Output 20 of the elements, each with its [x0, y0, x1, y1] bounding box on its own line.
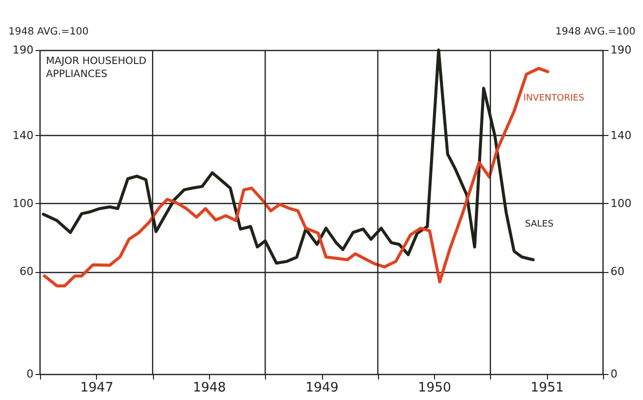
y2-axis-title: 1948 AVG.=100	[555, 26, 636, 38]
x-tick-label: 1948	[192, 380, 226, 396]
y2-tick-label: 190	[610, 44, 632, 56]
x-tick-label: 1951	[530, 380, 564, 396]
text: MAJOR HOUSEHOLD APPLIANCES	[46, 56, 147, 80]
y-tick-label: 140	[12, 128, 34, 142]
y-tick-label: 100	[12, 196, 34, 210]
x-tick-label: 1949	[305, 380, 339, 396]
y-tick-label: 60	[20, 265, 34, 278]
x-tick-label: 1947	[80, 380, 114, 396]
y2-tick-label: 0	[610, 368, 618, 380]
y-tick-label: 190	[12, 44, 34, 56]
series-label: SALES	[524, 220, 554, 230]
x-tick-label: 1950	[418, 380, 452, 396]
y-axis-title: 1948 AVG.=100	[8, 26, 89, 38]
y2-tick-label: 60	[610, 265, 624, 278]
y-tick-label: 0	[26, 368, 34, 380]
y2-tick-label: 140	[610, 128, 632, 142]
series-label: INVENTORIES	[523, 94, 585, 104]
y2-tick-label: 100	[610, 196, 632, 210]
